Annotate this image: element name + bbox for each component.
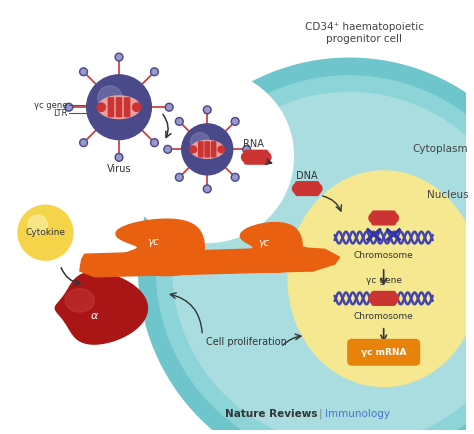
Circle shape: [81, 69, 86, 74]
Circle shape: [156, 76, 474, 434]
Ellipse shape: [288, 171, 474, 387]
Ellipse shape: [98, 96, 140, 118]
FancyBboxPatch shape: [372, 211, 395, 225]
Circle shape: [151, 139, 158, 147]
FancyBboxPatch shape: [125, 98, 130, 117]
Circle shape: [203, 185, 211, 193]
Text: Cytoplasm: Cytoplasm: [413, 145, 468, 155]
Text: DNA: DNA: [296, 171, 318, 181]
FancyBboxPatch shape: [348, 339, 419, 365]
Circle shape: [80, 68, 88, 76]
Text: γc: γc: [147, 237, 159, 247]
Circle shape: [133, 103, 141, 112]
Text: CD34⁺ haematopoietic
progenitor cell: CD34⁺ haematopoietic progenitor cell: [305, 22, 424, 43]
Ellipse shape: [191, 141, 224, 158]
Circle shape: [87, 75, 151, 140]
Circle shape: [205, 107, 210, 112]
FancyBboxPatch shape: [117, 98, 122, 117]
Polygon shape: [266, 247, 339, 271]
Text: Chromosome: Chromosome: [354, 251, 413, 260]
Circle shape: [152, 140, 157, 145]
Polygon shape: [55, 272, 147, 344]
Circle shape: [97, 103, 105, 112]
Circle shape: [190, 146, 197, 153]
Circle shape: [203, 106, 211, 114]
Circle shape: [165, 147, 170, 152]
Circle shape: [231, 173, 239, 181]
Circle shape: [175, 118, 183, 125]
FancyBboxPatch shape: [205, 142, 210, 157]
Circle shape: [191, 132, 210, 152]
FancyBboxPatch shape: [211, 142, 216, 157]
FancyBboxPatch shape: [199, 142, 203, 157]
Circle shape: [244, 147, 249, 152]
Circle shape: [167, 105, 172, 110]
Circle shape: [28, 215, 47, 235]
Circle shape: [261, 152, 271, 162]
Polygon shape: [116, 219, 204, 276]
Text: RNA: RNA: [243, 139, 264, 149]
Circle shape: [81, 140, 86, 145]
Text: α: α: [91, 311, 98, 321]
Text: γc mRNA: γc mRNA: [361, 348, 406, 357]
Circle shape: [312, 184, 322, 194]
Circle shape: [98, 86, 122, 110]
Circle shape: [233, 175, 237, 180]
Text: γc gene: γc gene: [34, 101, 67, 110]
Text: |: |: [319, 408, 323, 419]
FancyBboxPatch shape: [245, 150, 268, 164]
Circle shape: [231, 118, 239, 125]
Text: Chromosome: Chromosome: [354, 312, 413, 321]
Circle shape: [177, 175, 182, 180]
Circle shape: [165, 103, 173, 111]
Circle shape: [175, 173, 183, 181]
Circle shape: [66, 105, 71, 110]
Text: γc: γc: [258, 238, 270, 249]
Circle shape: [65, 103, 73, 111]
Text: Cell proliferation: Cell proliferation: [206, 338, 287, 348]
Circle shape: [389, 213, 398, 223]
Circle shape: [152, 69, 157, 74]
Circle shape: [173, 92, 474, 434]
FancyBboxPatch shape: [109, 98, 113, 117]
Circle shape: [121, 70, 293, 243]
Circle shape: [369, 213, 379, 223]
Text: Nucleus: Nucleus: [427, 191, 468, 201]
Text: Cytokine: Cytokine: [26, 228, 65, 237]
Circle shape: [117, 55, 121, 59]
Circle shape: [151, 68, 158, 76]
Circle shape: [218, 146, 225, 153]
Text: Virus: Virus: [107, 164, 131, 174]
Text: γc gene: γc gene: [365, 276, 401, 285]
Polygon shape: [240, 223, 302, 272]
Polygon shape: [65, 289, 94, 312]
Circle shape: [243, 145, 251, 153]
Text: Nature Reviews: Nature Reviews: [225, 409, 317, 419]
Circle shape: [233, 119, 237, 124]
Circle shape: [115, 53, 123, 61]
FancyBboxPatch shape: [372, 292, 395, 305]
Polygon shape: [80, 247, 315, 277]
Circle shape: [138, 58, 474, 434]
Text: LTR: LTR: [53, 108, 67, 118]
Circle shape: [369, 293, 379, 303]
Circle shape: [117, 155, 121, 160]
Circle shape: [115, 154, 123, 161]
Circle shape: [242, 152, 251, 162]
FancyBboxPatch shape: [295, 182, 319, 195]
Circle shape: [182, 124, 233, 175]
Circle shape: [18, 205, 73, 260]
Circle shape: [389, 293, 398, 303]
Circle shape: [164, 145, 172, 153]
Circle shape: [80, 139, 88, 147]
Circle shape: [177, 119, 182, 124]
Text: Immunology: Immunology: [325, 409, 390, 419]
Circle shape: [205, 187, 210, 191]
Circle shape: [292, 184, 302, 194]
